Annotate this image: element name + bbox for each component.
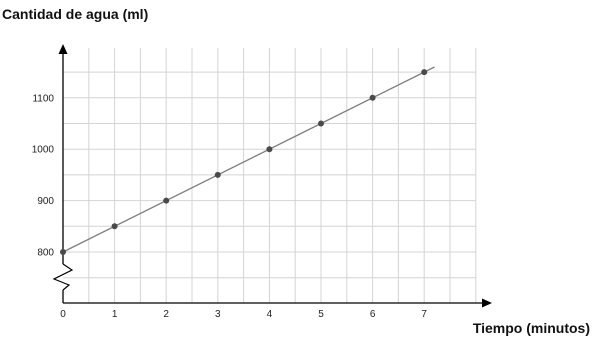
x-tick-label: 7 bbox=[421, 309, 427, 320]
x-tick-label: 4 bbox=[267, 309, 273, 320]
series-line bbox=[62, 66, 435, 253]
data-point bbox=[421, 69, 428, 76]
x-tick-label: 3 bbox=[215, 309, 221, 320]
series bbox=[60, 66, 435, 255]
x-tick-label: 2 bbox=[163, 309, 169, 320]
x-tick-label: 5 bbox=[318, 309, 324, 320]
data-point bbox=[214, 171, 221, 178]
x-tick-label: 6 bbox=[370, 309, 376, 320]
y-tick-label: 800 bbox=[37, 248, 54, 259]
data-point bbox=[266, 146, 273, 153]
data-point bbox=[60, 249, 66, 255]
x-axis-label: Tiempo (minutos) bbox=[472, 320, 590, 336]
y-tick-label: 1000 bbox=[32, 145, 55, 156]
y-tick-label: 1100 bbox=[32, 93, 54, 104]
chart-title: Cantidad de agua (ml) bbox=[2, 6, 149, 22]
data-point bbox=[163, 197, 170, 204]
x-tick-label: 0 bbox=[60, 309, 66, 320]
data-point bbox=[369, 94, 376, 101]
grid bbox=[63, 48, 477, 303]
y-tick-label: 900 bbox=[37, 196, 54, 207]
x-axis-arrow bbox=[482, 298, 492, 308]
data-point bbox=[318, 120, 324, 127]
x-tick-label: 1 bbox=[112, 309, 118, 320]
tick-labels: 0 1 2 3 4 5 6 7 800 900 1000 1100 bbox=[32, 93, 428, 320]
y-axis-break bbox=[52, 263, 74, 291]
axes bbox=[52, 44, 492, 308]
data-point bbox=[111, 223, 118, 230]
y-axis-arrow bbox=[58, 44, 68, 54]
